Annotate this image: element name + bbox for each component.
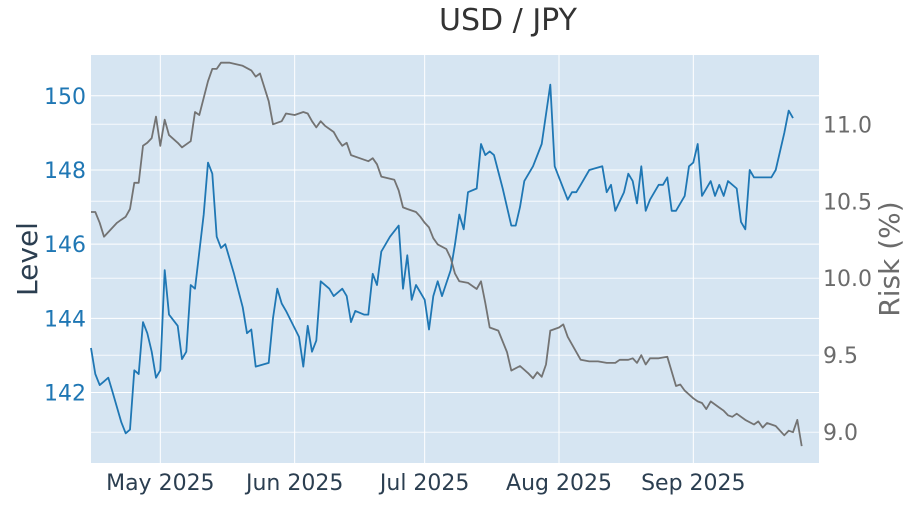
y-axis-right: 9.0 9.5 10.0 10.5 11.0 <box>823 113 872 446</box>
x-axis: May 2025 Jun 2025 Jul 2025 Aug 2025 Sep 2025 <box>106 471 745 496</box>
x-tick-label: Aug 2025 <box>506 471 612 496</box>
x-tick-label: Sep 2025 <box>641 471 745 496</box>
y-tick-label: 142 <box>44 382 86 407</box>
y-tick-label: 148 <box>44 159 86 184</box>
y2-tick-label: 11.0 <box>823 113 872 138</box>
y-axis-title: Level <box>11 222 44 296</box>
y2-tick-label: 9.5 <box>823 344 858 369</box>
series-line-level <box>90 83 794 435</box>
y-tick-label: 146 <box>44 233 86 258</box>
y2-tick-label: 9.0 <box>823 421 858 446</box>
y2-tick-label: 10.0 <box>823 267 872 292</box>
chart-title: USD / JPY <box>439 3 578 38</box>
x-tick-label: Jul 2025 <box>378 471 470 496</box>
series-line-risk <box>91 61 803 447</box>
x-tick-label: Jun 2025 <box>244 471 343 496</box>
y2-tick-label: 10.5 <box>823 190 872 215</box>
y-axis-left: 142 144 146 148 150 <box>44 85 86 407</box>
plot-area <box>91 55 819 463</box>
x-tick-label: May 2025 <box>106 471 214 496</box>
series-lines <box>90 61 803 447</box>
y2-axis-title: Risk (%) <box>873 201 906 316</box>
y-tick-label: 150 <box>44 85 86 110</box>
y-tick-label: 144 <box>44 307 86 332</box>
